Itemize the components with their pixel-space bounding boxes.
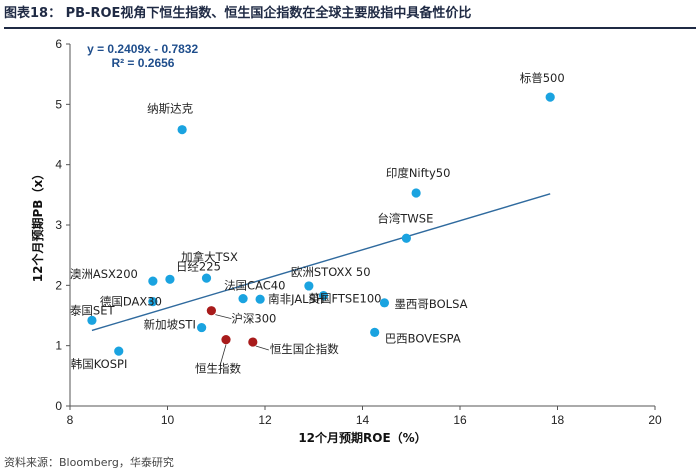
leader-line [219,344,227,366]
data-point [238,294,248,304]
x-tick-label: 10 [161,413,175,427]
data-point [197,322,207,333]
point-label: 日经225 [176,259,221,273]
point-label: 欧洲STOXX 50 [291,265,371,279]
x-tick-label: 18 [551,413,565,427]
data-point [87,315,97,325]
point-label: 加拿大TSX [181,250,238,264]
data-point [411,188,421,198]
x-tick-label: 12 [258,413,272,427]
trendline-r2: R² = 0.2656 [111,56,174,70]
data-point [177,125,187,135]
leader-line [215,314,232,320]
title-rule [4,27,696,29]
point-label: 南非JALSH [268,292,324,306]
point-label: 纳斯达克 [147,102,193,116]
point-label: 沪深300 [231,312,276,326]
x-axis-label: 12个月预期ROE（%） [298,430,426,445]
x-tick-label: 16 [453,413,467,427]
point-label: 印度Nifty50 [386,166,451,180]
point-label: 韩国KOSPI [71,357,128,371]
point-label: 台湾TWSE [377,211,433,225]
point-label: 恒生国企指数 [270,342,339,356]
trendline-equation: y = 0.2409x - 0.7832 [87,42,198,56]
data-point [370,327,380,337]
data-point [148,276,158,286]
data-point [255,294,265,304]
data-point [165,274,175,284]
data-point [545,92,555,102]
y-tick-label: 3 [55,218,62,232]
data-point [148,297,158,307]
x-tick-label: 8 [67,413,74,427]
point-label: 法国CAC40 [224,279,285,293]
point-label: 巴西BOVESPA [385,331,461,345]
point-label: 新加坡STI [144,318,196,332]
data-point [201,273,212,283]
point-label: 德国DAX30 [100,295,162,309]
source-note: 资料来源：Bloomberg，华泰研究 [4,456,174,469]
y-tick-label: 4 [55,158,62,172]
point-label: 恒生指数 [195,362,241,376]
y-tick-label: 5 [55,97,62,111]
y-tick-label: 2 [55,278,62,292]
data-point [401,233,411,243]
point-label: 墨西哥BOLSA [394,297,467,311]
y-tick-label: 0 [55,399,62,413]
data-point [114,346,124,356]
x-tick-label: 14 [356,413,370,427]
data-point [318,290,329,301]
y-axis-label: 12个月预期PB（x） [30,168,45,282]
point-label: 标普500 [520,71,565,85]
point-label: 英国FTSE100 [309,292,382,306]
data-point [206,306,216,316]
data-point [379,298,390,308]
point-label: 泰国SET [70,303,116,317]
data-point [248,337,258,347]
trendline [91,193,551,332]
x-tick-label: 20 [648,413,662,427]
leader-line [255,345,269,351]
y-tick-label: 6 [55,37,62,51]
data-point [221,335,231,345]
data-point [304,281,314,291]
point-label: 澳洲ASX200 [70,267,138,281]
y-tick-label: 1 [55,339,62,353]
figure-title: 图表18： PB-ROE视角下恒生指数、恒生国企指数在全球主要股指中具备性价比 [4,6,472,21]
